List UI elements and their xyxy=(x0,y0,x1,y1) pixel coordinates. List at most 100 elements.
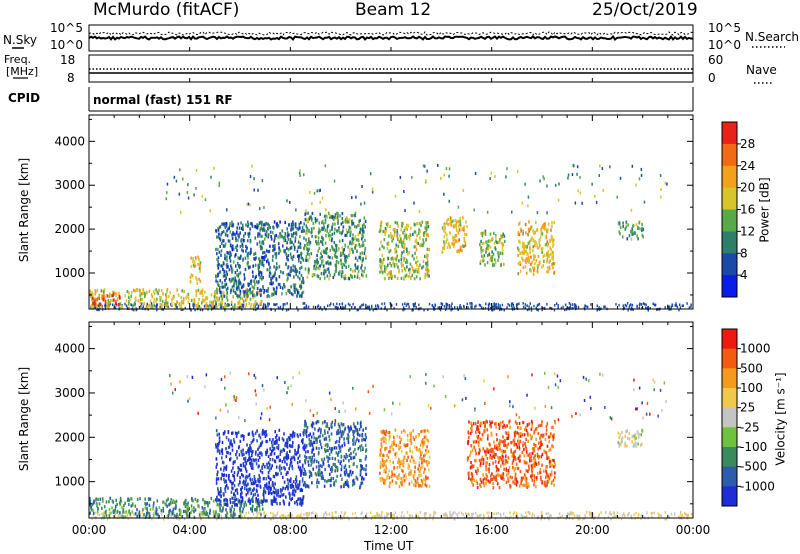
data-cell xyxy=(302,465,304,469)
data-cell xyxy=(265,483,268,487)
data-cell xyxy=(248,457,250,462)
data-cell xyxy=(225,276,227,280)
data-cell xyxy=(234,513,237,517)
data-cell xyxy=(379,465,382,469)
data-cell xyxy=(416,270,419,274)
data-cell xyxy=(101,296,103,300)
data-cell xyxy=(324,448,326,452)
data-cell xyxy=(146,511,149,515)
data-cell xyxy=(400,254,403,258)
data-cell xyxy=(102,294,104,298)
data-cell xyxy=(197,301,200,305)
data-cell xyxy=(525,257,528,261)
data-cell xyxy=(427,267,429,271)
data-cell xyxy=(322,237,325,242)
data-cell xyxy=(412,232,414,236)
data-cell xyxy=(426,255,428,259)
data-cell xyxy=(192,260,194,264)
sparse-cell xyxy=(193,193,195,197)
scatter-cell xyxy=(466,513,468,516)
scatter-cell xyxy=(557,306,559,309)
data-cell xyxy=(339,429,342,434)
data-cell xyxy=(309,473,312,477)
data-cell xyxy=(407,466,409,470)
data-cell xyxy=(248,232,251,236)
data-cell xyxy=(631,232,633,236)
data-cell xyxy=(312,440,315,444)
data-cell xyxy=(218,298,220,302)
data-cell xyxy=(241,242,244,246)
data-cell xyxy=(359,484,362,488)
data-cell xyxy=(230,266,233,270)
data-cell xyxy=(245,451,247,455)
data-cell xyxy=(142,288,144,292)
data-cell xyxy=(380,430,383,434)
data-cell xyxy=(416,256,418,260)
data-cell xyxy=(261,502,264,507)
data-cell xyxy=(352,482,355,486)
data-cell xyxy=(290,222,293,226)
data-cell xyxy=(290,456,293,460)
data-cell xyxy=(128,291,130,295)
data-cell xyxy=(183,297,185,301)
data-cell xyxy=(552,238,555,242)
data-cell xyxy=(519,240,521,244)
data-cell xyxy=(298,480,301,484)
data-cell xyxy=(240,221,242,225)
data-cell xyxy=(261,471,264,475)
data-cell xyxy=(258,280,260,284)
data-cell xyxy=(253,481,256,485)
data-cell xyxy=(223,291,225,295)
data-cell xyxy=(199,263,201,267)
data-cell xyxy=(552,266,554,270)
scatter-cell xyxy=(450,304,452,308)
data-cell xyxy=(315,421,318,425)
data-cell xyxy=(386,242,389,246)
data-cell xyxy=(286,444,288,448)
data-cell xyxy=(326,261,328,265)
scatter-cell xyxy=(553,308,556,312)
data-cell xyxy=(502,232,505,236)
data-cell xyxy=(294,290,296,294)
data-cell xyxy=(215,443,217,447)
data-cell xyxy=(355,428,357,432)
data-cell xyxy=(525,231,527,235)
data-cell xyxy=(237,470,239,474)
data-cell xyxy=(539,244,541,248)
data-cell xyxy=(89,496,91,501)
data-cell xyxy=(234,498,236,503)
sparse-cell xyxy=(249,203,251,207)
data-cell xyxy=(307,271,310,275)
data-cell xyxy=(260,293,262,298)
data-cell xyxy=(324,228,326,232)
data-cell xyxy=(345,456,347,460)
scatter-cell xyxy=(440,302,442,305)
data-cell xyxy=(134,504,137,508)
data-cell xyxy=(462,244,464,248)
data-cell xyxy=(160,509,163,513)
data-cell xyxy=(637,226,639,230)
scatter-cell xyxy=(613,515,615,518)
data-cell xyxy=(398,259,400,263)
data-cell xyxy=(245,469,248,473)
data-cell xyxy=(112,290,114,294)
data-cell xyxy=(231,431,234,435)
data-cell xyxy=(359,473,362,477)
data-cell xyxy=(345,265,347,269)
data-cell xyxy=(364,246,367,251)
data-cell xyxy=(396,435,399,439)
data-cell xyxy=(522,245,525,249)
data-cell xyxy=(240,500,243,504)
data-cell xyxy=(303,229,306,233)
data-cell xyxy=(197,306,200,310)
data-cell xyxy=(235,453,237,457)
data-cell xyxy=(383,463,385,467)
data-cell xyxy=(486,246,488,250)
data-cell xyxy=(349,469,352,473)
data-cell xyxy=(216,503,219,507)
data-cell xyxy=(502,243,504,247)
scatter-cell xyxy=(686,302,688,305)
data-cell xyxy=(332,247,334,251)
sparse-cell xyxy=(490,171,492,175)
sparse-cell xyxy=(166,191,168,195)
